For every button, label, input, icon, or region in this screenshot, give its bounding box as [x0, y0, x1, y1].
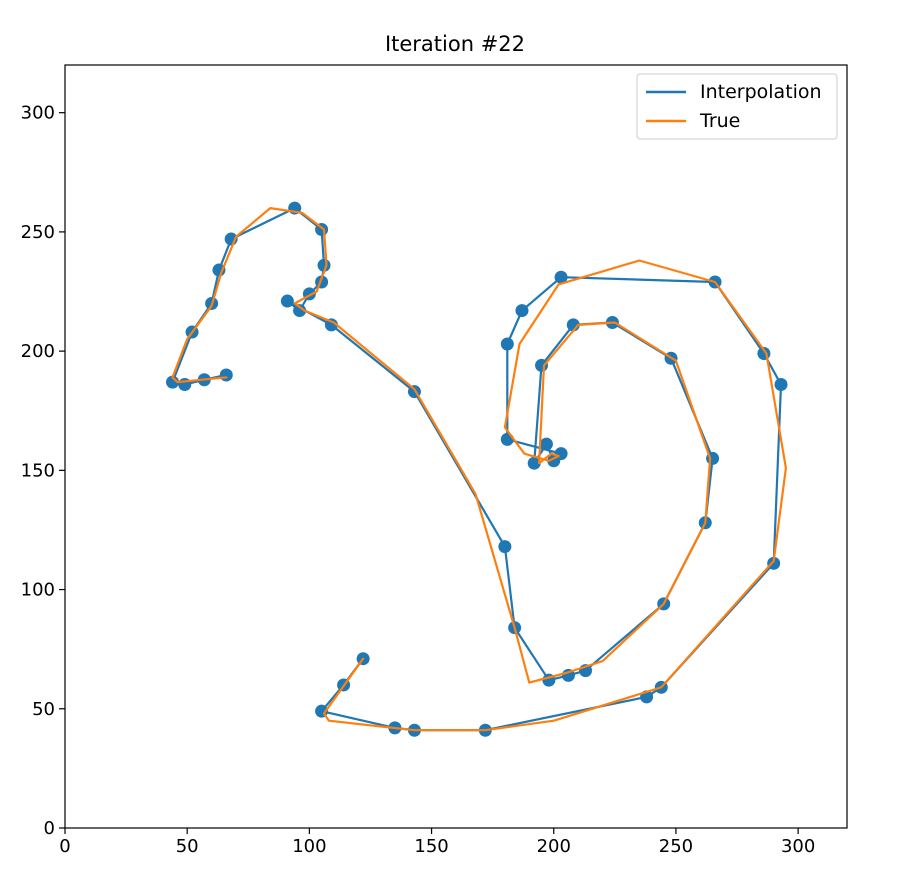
y-tick-label: 250 — [21, 222, 55, 243]
y-axis: 0 50 100 150 200 250 300 — [21, 103, 65, 839]
x-tick-label: 200 — [537, 836, 571, 857]
x-tick-label: 0 — [59, 836, 70, 857]
x-tick-label: 50 — [176, 836, 199, 857]
x-tick-label: 150 — [414, 836, 448, 857]
x-tick-label: 100 — [292, 836, 326, 857]
y-tick-label: 100 — [21, 580, 55, 601]
x-tick-label: 300 — [781, 836, 815, 857]
y-tick-label: 0 — [44, 818, 55, 839]
plot-area — [166, 201, 788, 737]
legend: Interpolation True — [636, 73, 838, 140]
chart-title: Iteration #22 — [385, 32, 525, 56]
legend-label-interpolation: Interpolation — [700, 81, 822, 103]
y-tick-label: 200 — [21, 341, 55, 362]
x-axis: 0 50 100 150 200 250 300 — [59, 828, 815, 857]
axes-frame — [64, 64, 848, 829]
y-tick-label: 300 — [21, 103, 55, 124]
series-line-true — [171, 207, 787, 732]
y-tick-label: 50 — [32, 699, 55, 720]
x-tick-label: 250 — [659, 836, 693, 857]
legend-box — [636, 73, 838, 140]
series-line-interpolation — [171, 207, 783, 732]
legend-label-true: True — [699, 110, 740, 132]
y-tick-label: 150 — [21, 460, 55, 481]
